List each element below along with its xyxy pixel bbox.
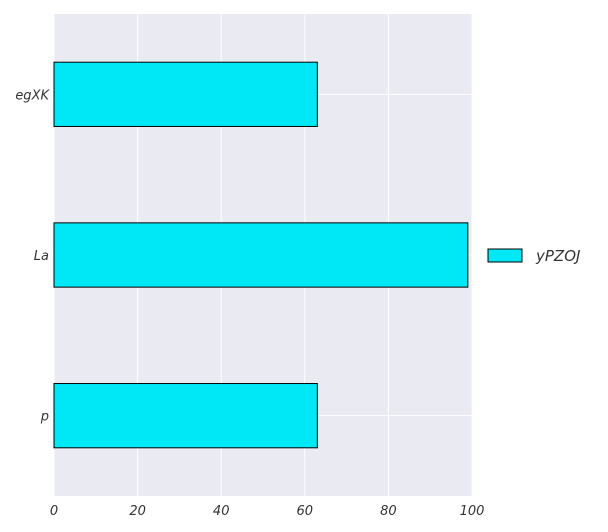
y-category-label: egXK [15, 88, 50, 103]
x-tick-label: 60 [297, 504, 314, 519]
y-category-label: La [34, 249, 49, 264]
bar-egXK [53, 61, 318, 127]
x-tick-label: 0 [50, 504, 58, 519]
x-axis-ticks: 0 20 40 60 80 100 [50, 504, 485, 519]
bar-La [53, 222, 469, 288]
legend: yPZOJ [487, 247, 580, 265]
y-axis-categories: egXK La p [15, 88, 50, 424]
bars [53, 61, 469, 449]
x-tick-label: 20 [129, 504, 146, 519]
bar-p [53, 383, 318, 449]
x-tick-label: 80 [380, 504, 397, 519]
legend-swatch [487, 248, 523, 263]
legend-label: yPZOJ [535, 247, 580, 265]
x-tick-label: 40 [213, 504, 230, 519]
y-category-label: p [40, 410, 49, 425]
x-tick-label: 100 [460, 504, 485, 519]
